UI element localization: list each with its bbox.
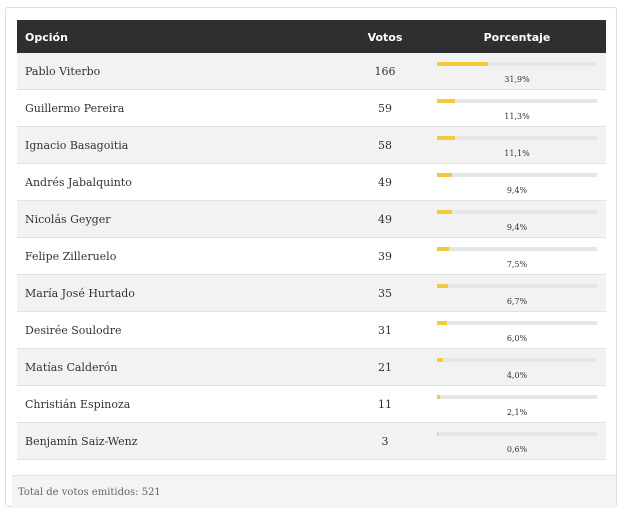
vote-count: 59: [378, 102, 392, 115]
table-row: Nicolás Geyger 49 9,4%: [17, 201, 606, 238]
vote-count: 35: [378, 287, 392, 300]
table-row: Christián Espinoza 11 2,1%: [17, 386, 606, 423]
option-name: Nicolás Geyger: [25, 213, 111, 226]
bar-track: [437, 395, 597, 399]
percent-bar: [437, 247, 449, 251]
vote-count: 58: [378, 139, 392, 152]
bar-track: [437, 136, 597, 140]
percent-bar: [437, 62, 489, 66]
bar-track: [437, 173, 597, 177]
percent-label: 6,0%: [506, 334, 528, 343]
percent-label: 0,6%: [506, 445, 528, 454]
bar-track: [437, 358, 597, 362]
percent-bar: [437, 210, 453, 214]
percent-label: 7,5%: [506, 260, 528, 269]
table-row: Guillermo Pereira 59 11,3%: [17, 90, 606, 127]
table-row: María José Hurtado 35 6,7%: [17, 275, 606, 312]
percent-label: 11,1%: [504, 149, 530, 158]
bar-track: [437, 99, 597, 103]
total-votes: Total de votos emitidos: 521: [18, 487, 161, 498]
table-row: Benjamín Saiz-Wenz 3 0,6%: [17, 423, 606, 460]
percent-label: 2,1%: [506, 408, 528, 417]
percent-bar: [437, 395, 441, 399]
percent-label: 6,7%: [506, 297, 528, 306]
option-name: Desirée Soulodre: [25, 324, 122, 337]
table-row: Andrés Jabalquinto 49 9,4%: [17, 164, 606, 201]
bar-track: [437, 62, 597, 66]
percent-label: 9,4%: [506, 223, 528, 232]
option-name: María José Hurtado: [25, 287, 135, 300]
footer: Total de votos emitidos: 521: [12, 475, 616, 508]
option-name: Matías Calderón: [25, 361, 118, 374]
option-name: Pablo Viterbo: [25, 65, 101, 78]
option-name: Andrés Jabalquinto: [25, 176, 132, 189]
bar-track: [437, 321, 597, 325]
bar-track: [437, 432, 597, 436]
vote-count: 31: [378, 324, 392, 337]
vote-count: 3: [381, 435, 389, 448]
table-row: Desirée Soulodre 31 6,0%: [17, 312, 606, 349]
table-row: Ignacio Basagoitia 58 11,1%: [17, 127, 606, 164]
header-cell: Porcentaje: [483, 31, 551, 44]
percent-label: 4,0%: [506, 371, 528, 380]
vote-count: 49: [378, 213, 392, 226]
option-name: Ignacio Basagoitia: [25, 139, 129, 152]
bar-track: [437, 210, 597, 214]
percent-label: 11,3%: [504, 112, 530, 121]
table-header: Opción Votos Porcentaje: [17, 20, 606, 53]
table-row: Pablo Viterbo 166 31,9%: [17, 53, 606, 90]
percent-bar: [437, 136, 455, 140]
option-name: Christián Espinoza: [25, 398, 131, 411]
percent-bar: [437, 173, 453, 177]
option-name: Guillermo Pereira: [25, 102, 125, 115]
percent-label: 9,4%: [506, 186, 528, 195]
percent-label: 31,9%: [504, 75, 530, 84]
vote-count: 39: [378, 250, 392, 263]
option-name: Benjamín Saiz-Wenz: [25, 435, 138, 448]
vote-count: 49: [378, 176, 392, 189]
table-row: Felipe Zilleruelo 39 7,5%: [17, 238, 606, 275]
poll-card: Total de votos emitidos: 521: [5, 7, 617, 508]
vote-count: 166: [374, 65, 396, 78]
vote-count: 11: [378, 398, 392, 411]
percent-bar: [437, 321, 447, 325]
header-cell: Votos: [367, 31, 403, 44]
vote-count: 21: [378, 361, 392, 374]
percent-bar: [437, 358, 444, 362]
table-row: Matías Calderón 21 4,0%: [17, 349, 606, 386]
percent-bar: [437, 432, 438, 436]
header-cell: Opción: [25, 31, 68, 44]
bar-track: [437, 247, 597, 251]
percent-bar: [437, 99, 456, 103]
percent-bar: [437, 284, 448, 288]
option-name: Felipe Zilleruelo: [25, 250, 117, 263]
bar-track: [437, 284, 597, 288]
